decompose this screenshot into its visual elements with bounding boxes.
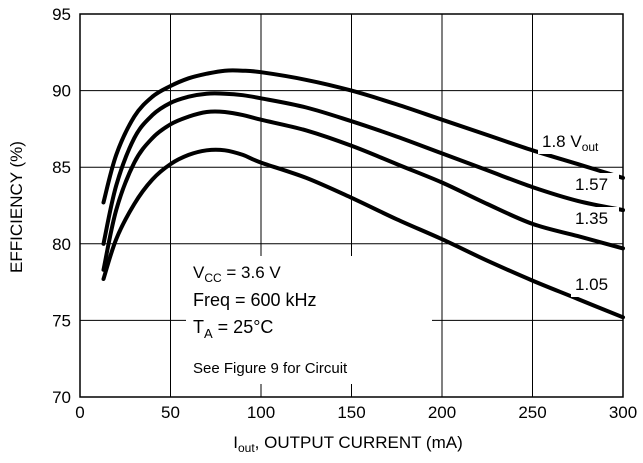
curve-label-1: 1.8 Vout xyxy=(542,132,599,154)
x-tick-label: 300 xyxy=(609,403,637,422)
x-tick-label: 250 xyxy=(518,403,546,422)
y-tick-label: 80 xyxy=(52,235,71,254)
x-tick-labels: 0 50 100 150 200 250 300 xyxy=(75,403,637,422)
x-tick-label: 150 xyxy=(337,403,365,422)
curve-label-4: 1.05 xyxy=(575,275,608,294)
y-tick-label: 85 xyxy=(52,158,71,177)
y-tick-labels: 70 75 80 85 90 95 xyxy=(52,5,71,407)
x-tick-label: 0 xyxy=(75,403,84,422)
y-tick-label: 75 xyxy=(52,311,71,330)
efficiency-curves xyxy=(101,68,625,320)
curve-2 xyxy=(101,91,625,246)
y-tick-label: 90 xyxy=(52,82,71,101)
ta-condition: TA = 25°C xyxy=(193,317,273,341)
plot-frame xyxy=(79,13,624,398)
y-axis-title: EFFICIENCY (%) xyxy=(7,141,26,273)
curve-label-bg xyxy=(571,207,619,231)
curve-label-bg xyxy=(571,173,619,197)
x-tick-label: 50 xyxy=(161,403,180,422)
vcc-condition: VCC = 3.6 V xyxy=(193,263,281,285)
circuit-note: See Figure 9 for Circuit xyxy=(193,360,348,377)
y-tick-label: 70 xyxy=(52,388,71,407)
x-tick-label: 200 xyxy=(428,403,456,422)
freq-condition: Freq = 600 kHz xyxy=(193,290,317,310)
curve-label-2: 1.57 xyxy=(575,175,608,194)
y-tick-label: 95 xyxy=(52,5,71,24)
conditions-box xyxy=(186,256,432,384)
curve-4 xyxy=(101,147,625,320)
x-axis-title: Iout, OUTPUT CURRENT (mA) xyxy=(233,433,463,455)
curve-label-bg xyxy=(538,130,618,154)
curve-label-3: 1.35 xyxy=(575,209,608,228)
curve-3 xyxy=(101,109,625,272)
curve-labels: 1.8 Vout 1.57 1.35 1.05 xyxy=(538,130,619,297)
x-tick-label: 100 xyxy=(247,403,275,422)
curve-1 xyxy=(101,68,625,205)
curve-label-bg xyxy=(571,273,619,297)
